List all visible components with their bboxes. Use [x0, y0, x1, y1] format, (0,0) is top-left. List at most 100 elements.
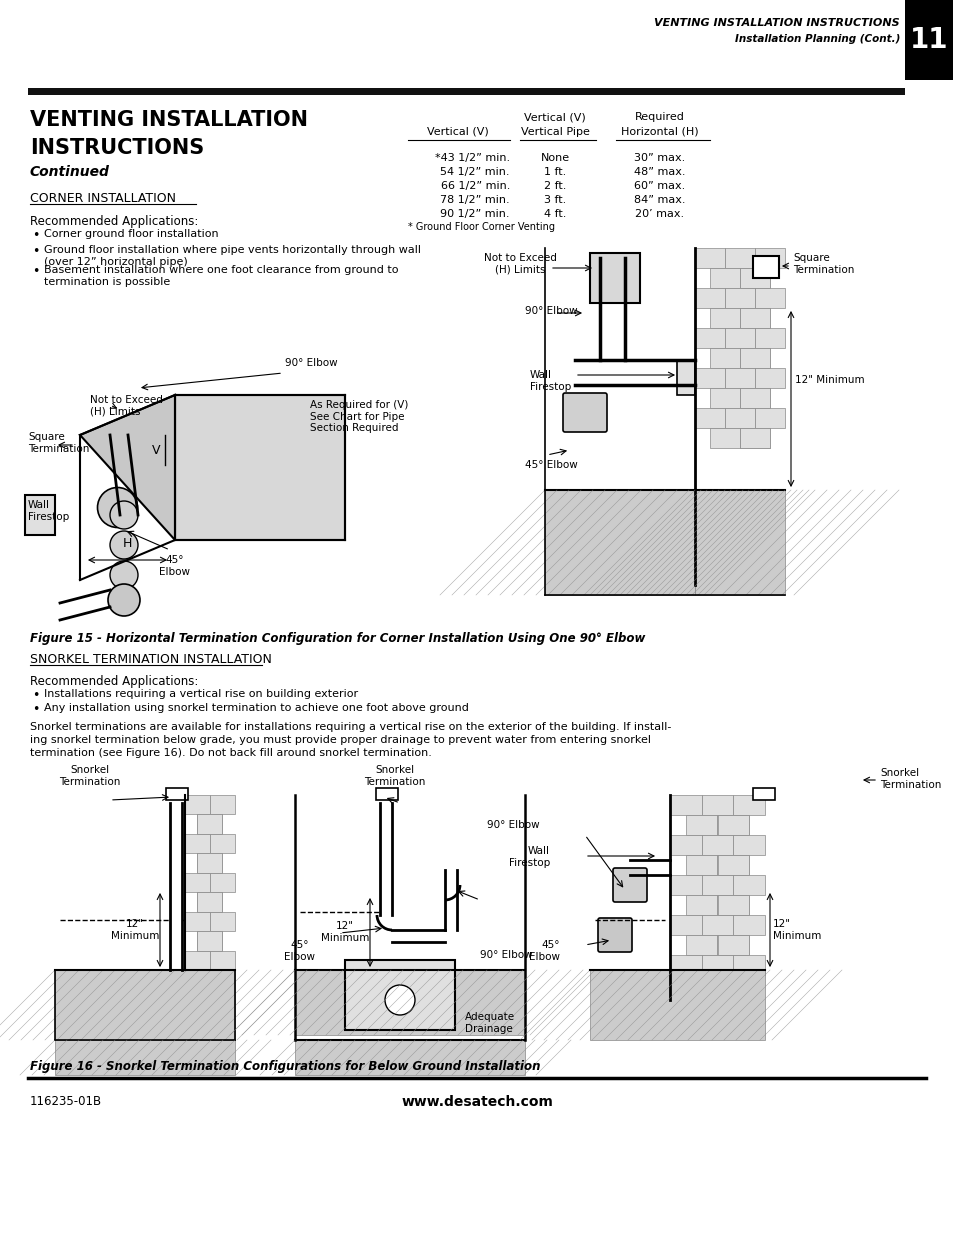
- Bar: [740, 308, 769, 329]
- Text: ing snorkel termination below grade, you must provide proper drainage to prevent: ing snorkel termination below grade, you…: [30, 735, 650, 745]
- FancyBboxPatch shape: [598, 918, 631, 952]
- Text: Not to Exceed
(H) Limits: Not to Exceed (H) Limits: [90, 395, 163, 416]
- Circle shape: [108, 584, 140, 616]
- Text: 12"
Minimum: 12" Minimum: [772, 919, 821, 941]
- Bar: [695, 288, 724, 308]
- Polygon shape: [80, 395, 174, 540]
- Bar: [589, 253, 639, 303]
- Bar: [717, 974, 748, 995]
- Bar: [589, 969, 764, 1040]
- Text: CORNER INSTALLATION: CORNER INSTALLATION: [30, 191, 175, 205]
- Bar: [294, 1040, 524, 1074]
- Bar: [197, 853, 222, 873]
- Bar: [210, 911, 234, 931]
- Bar: [740, 268, 769, 288]
- Text: Snorkel terminations are available for installations requiring a vertical rise o: Snorkel terminations are available for i…: [30, 722, 671, 732]
- Bar: [717, 974, 748, 995]
- Text: Adequate
Drainage: Adequate Drainage: [464, 1011, 515, 1034]
- Text: None: None: [539, 153, 569, 163]
- Bar: [669, 795, 700, 815]
- Bar: [717, 855, 748, 876]
- Text: 78 1/2” min.: 78 1/2” min.: [440, 195, 510, 205]
- Bar: [210, 795, 234, 814]
- Text: As Required for (V)
See Chart for Pipe
Section Required: As Required for (V) See Chart for Pipe S…: [310, 400, 408, 433]
- Bar: [733, 955, 764, 974]
- Text: Continued: Continued: [30, 165, 110, 179]
- Text: V: V: [152, 443, 160, 457]
- Text: Required: Required: [635, 112, 684, 122]
- Text: 3 ft.: 3 ft.: [543, 195, 565, 205]
- Text: VENTING INSTALLATION INSTRUCTIONS: VENTING INSTALLATION INSTRUCTIONS: [654, 19, 899, 28]
- Text: •: •: [32, 245, 39, 258]
- Bar: [717, 815, 748, 835]
- Bar: [695, 368, 724, 388]
- Text: 48” max.: 48” max.: [634, 167, 685, 177]
- Text: VENTING INSTALLATION: VENTING INSTALLATION: [30, 110, 308, 130]
- Bar: [185, 834, 210, 853]
- Text: •: •: [32, 703, 39, 716]
- Bar: [752, 788, 774, 800]
- Text: 11: 11: [909, 26, 947, 54]
- Polygon shape: [174, 395, 345, 540]
- Text: Wall
Firestop: Wall Firestop: [28, 500, 70, 521]
- Text: Any installation using snorkel termination to achieve one foot above ground: Any installation using snorkel terminati…: [44, 703, 468, 713]
- Text: 4 ft.: 4 ft.: [543, 209, 565, 219]
- FancyBboxPatch shape: [562, 393, 606, 432]
- Text: 1 ft.: 1 ft.: [543, 167, 565, 177]
- Bar: [185, 873, 210, 892]
- Text: 12" Minimum: 12" Minimum: [794, 375, 863, 385]
- Bar: [754, 368, 784, 388]
- Bar: [754, 408, 784, 429]
- Bar: [709, 268, 740, 288]
- Text: Snorkel
Termination: Snorkel Termination: [59, 766, 121, 787]
- Text: 45°
Elbow: 45° Elbow: [159, 555, 191, 577]
- Text: Figure 15 - Horizontal Termination Configuration for Corner Installation Using O: Figure 15 - Horizontal Termination Confi…: [30, 632, 644, 645]
- Bar: [210, 834, 234, 853]
- Text: Square
Termination: Square Termination: [792, 253, 854, 274]
- Bar: [197, 892, 222, 911]
- Text: 60” max.: 60” max.: [634, 182, 685, 191]
- Bar: [724, 368, 754, 388]
- Text: Square
Termination: Square Termination: [28, 432, 90, 453]
- Bar: [724, 248, 754, 268]
- Text: 30” max.: 30” max.: [634, 153, 685, 163]
- Circle shape: [110, 531, 138, 559]
- Text: Corner ground floor installation: Corner ground floor installation: [44, 228, 218, 240]
- Text: Basement installation where one foot clearance from ground to
termination is pos: Basement installation where one foot cle…: [44, 266, 398, 287]
- Bar: [700, 915, 733, 935]
- Text: 45° Elbow: 45° Elbow: [524, 459, 578, 471]
- Text: 84” max.: 84” max.: [634, 195, 685, 205]
- Bar: [25, 495, 55, 535]
- Bar: [544, 490, 695, 595]
- Text: 90 1/2” min.: 90 1/2” min.: [440, 209, 510, 219]
- Bar: [904, 0, 953, 80]
- Bar: [740, 429, 769, 448]
- Bar: [717, 935, 748, 955]
- Text: Wall
Firestop: Wall Firestop: [530, 370, 571, 391]
- Bar: [185, 951, 210, 969]
- Bar: [685, 855, 717, 876]
- Bar: [717, 895, 748, 915]
- Text: 116235-01B: 116235-01B: [30, 1095, 102, 1108]
- Bar: [733, 835, 764, 855]
- Bar: [740, 388, 769, 408]
- Text: •: •: [32, 266, 39, 278]
- Text: INSTRUCTIONS: INSTRUCTIONS: [30, 138, 204, 158]
- Bar: [685, 895, 717, 915]
- Text: Snorkel
Termination: Snorkel Termination: [364, 766, 425, 787]
- Bar: [709, 429, 740, 448]
- Bar: [724, 288, 754, 308]
- Bar: [695, 248, 724, 268]
- Text: 12"
Minimum: 12" Minimum: [320, 921, 369, 942]
- Bar: [700, 876, 733, 895]
- Text: 66 1/2” min.: 66 1/2” min.: [440, 182, 510, 191]
- Bar: [197, 853, 222, 873]
- Text: www.desatech.com: www.desatech.com: [400, 1095, 553, 1109]
- Bar: [717, 855, 748, 876]
- Bar: [669, 876, 700, 895]
- Text: Snorkel
Termination: Snorkel Termination: [879, 768, 941, 789]
- Text: 90° Elbow: 90° Elbow: [487, 820, 539, 830]
- Bar: [669, 835, 700, 855]
- Text: Installation Planning (Cont.): Installation Planning (Cont.): [734, 35, 899, 44]
- Bar: [709, 348, 740, 368]
